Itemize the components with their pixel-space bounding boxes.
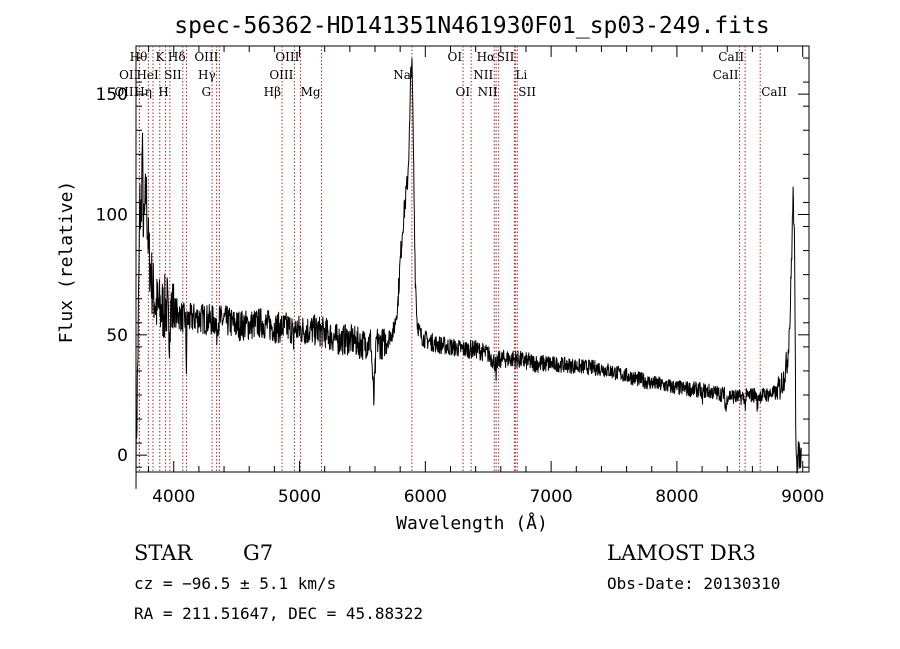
line-marker-label: NII — [473, 68, 493, 82]
line-marker-label: Hδ — [168, 50, 186, 64]
coordinates: RA = 211.51647, DEC = 45.88322 — [134, 604, 423, 623]
line-marker-label: OIII — [275, 50, 299, 64]
x-tick-label: 5000 — [278, 487, 321, 507]
y-axis-label: Flux (relative) — [56, 181, 77, 344]
line-markers — [138, 46, 761, 472]
line-marker-label: Hγ — [198, 68, 216, 82]
line-marker-label: CaII — [718, 50, 744, 64]
survey-name: LAMOST DR3 — [607, 541, 756, 565]
observation-date: Obs-Date: 20130310 — [607, 574, 780, 593]
line-marker-label: Na — [393, 68, 411, 82]
line-marker-label: OIII — [269, 68, 293, 82]
plot-frame — [135, 45, 810, 473]
line-marker-label: OIII — [114, 85, 138, 99]
line-marker-label: OI — [456, 85, 471, 99]
line-marker-label: Li — [515, 68, 527, 82]
y-tick-label: 150 — [96, 85, 128, 105]
line-marker-label: G — [202, 85, 212, 99]
x-axis-label: Wavelength (Å) — [396, 512, 548, 534]
y-tick-label: 50 — [106, 326, 128, 346]
x-tick-label: 8000 — [655, 487, 698, 507]
line-marker-label: NII — [478, 85, 498, 99]
x-tick-label: 9000 — [781, 487, 824, 507]
axis-ticks: 4000 5000 6000 7000 8000 9000 0 50 100 150 — [96, 46, 824, 507]
line-marker-label: SII — [518, 85, 536, 99]
y-tick-label: 0 — [117, 446, 128, 466]
line-marker-label: SII — [497, 50, 515, 64]
line-marker-label: HeI — [136, 68, 159, 82]
x-tick-label: 6000 — [404, 487, 447, 507]
redshift-cz: cz = −96.5 ± 5.1 km/s — [134, 574, 336, 593]
object-class: STAR — [134, 541, 193, 565]
line-marker-label: Mg — [301, 85, 321, 99]
line-marker-label: OIII — [194, 50, 218, 64]
y-tick-label: 100 — [96, 205, 128, 225]
line-marker-label: OII — [119, 68, 139, 82]
line-marker-label: Hη — [134, 85, 152, 99]
line-marker-label: CaII — [713, 68, 739, 82]
x-tick-label: 4000 — [152, 487, 195, 507]
object-subclass: G7 — [243, 541, 273, 565]
line-marker-label: OI — [447, 50, 462, 64]
spectrum-series — [135, 58, 802, 489]
chart-title: spec-56362-HD141351N461930F01_sp03-249.f… — [174, 13, 769, 39]
line-marker-label: CaII — [761, 85, 787, 99]
line-marker-label: Hθ — [130, 50, 148, 64]
line-marker-label: K — [155, 50, 165, 64]
line-marker-label: SII — [164, 68, 182, 82]
spectrum-line — [135, 58, 802, 489]
line-marker-label: Hβ — [264, 85, 281, 99]
x-tick-label: 7000 — [529, 487, 572, 507]
line-marker-label: Hα — [477, 50, 496, 64]
line-marker-label: H — [158, 85, 168, 99]
